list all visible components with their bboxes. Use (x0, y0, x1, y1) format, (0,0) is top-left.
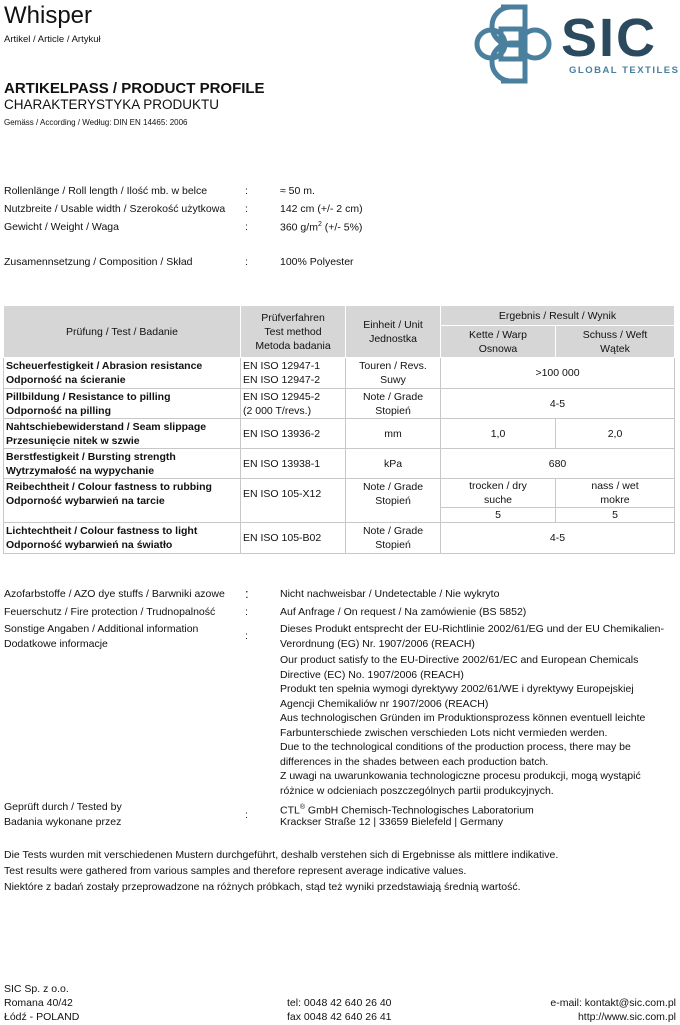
tested-address: Krackser Straße 12 | 33659 Bielefeld | G… (280, 816, 504, 828)
cell-test: Lichtechtheit / Colour fastness to light… (3, 522, 241, 554)
sic-logo: SIC GLOBAL TEXTILES (473, 3, 678, 85)
table-row: Pillbildung / Resistance to pilling Odpo… (3, 388, 676, 419)
table-row: Scheuerfestigkeit / Abrasion resistance … (3, 357, 676, 389)
cell-method: EN ISO 13938-1 (240, 448, 346, 479)
cell-warp: 1,0 (440, 418, 556, 449)
colon: : (245, 221, 248, 233)
colon: : (245, 630, 248, 642)
table-row: Nahtschiebewiderstand / Seam slippage Pr… (3, 418, 676, 449)
table-row: Reibechtheit / Colour fastness to rubbin… (3, 478, 676, 523)
azo-label: Azofarbstoffe / AZO dye stuffs / Barwnik… (4, 588, 225, 600)
cell-method: EN ISO 12947-1 EN ISO 12947-2 (240, 357, 346, 389)
colon: : (245, 606, 248, 618)
cell-test: Nahtschiebewiderstand / Seam slippage Pr… (3, 418, 241, 449)
logo-mark-icon (474, 4, 552, 84)
azo-value: Nicht nachweisbar / Undetectable / Nie w… (280, 588, 500, 600)
colon: : (245, 809, 248, 821)
tested-label: Geprüft durch / Tested by Badania wykona… (4, 801, 122, 828)
cell-method: EN ISO 12945-2 (2 000 T/revs.) (240, 388, 346, 419)
cell-wet-label: nass / wet mokre (554, 478, 676, 508)
cell-result: 4-5 (439, 522, 676, 554)
product-name: Whisper (4, 2, 93, 29)
cell-test: Scheuerfestigkeit / Abrasion resistance … (3, 357, 241, 389)
spec-label: Nutzbreite / Usable width / Szerokość uż… (4, 203, 226, 215)
cell-test: Berstfestigkeit / Bursting strength Wytr… (3, 448, 241, 479)
cell-result: 680 (439, 448, 676, 479)
colon: : (245, 185, 248, 197)
spec-value: 100% Polyester (280, 256, 354, 268)
fire-label: Feuerschutz / Fire protection / Trudnopa… (4, 606, 216, 618)
header-unit: Einheit / Unit Jednostka (345, 305, 441, 358)
info-text: Our product satisfy to the EU-Directive … (280, 654, 639, 681)
colon: : (245, 203, 248, 215)
info-text: Produkt ten spełnia wymogi dyrektywy 200… (280, 683, 634, 710)
spec-label: Zusamennsetzung / Composition / Skład (4, 256, 193, 268)
footer-company: SIC Sp. z o.o. (4, 983, 69, 995)
footer-city: Łódź - POLAND (4, 1011, 80, 1023)
article-label: Artikel / Article / Artykuł (4, 34, 101, 45)
header-weft: Schuss / Weft Wątek (554, 325, 676, 358)
spec-label: Rollenlänge / Roll length / Ilość mb. w … (4, 185, 208, 197)
cell-dry: 5 (440, 507, 556, 523)
cell-result: >100 000 (439, 357, 676, 389)
info-text: Dieses Produkt entsprecht der EU-Richtli… (280, 623, 665, 650)
logo-tagline: GLOBAL TEXTILES (569, 65, 680, 76)
cell-dry-label: trocken / dry suche (440, 478, 556, 508)
cell-method: EN ISO 105-B02 (240, 522, 346, 554)
spec-value: 360 g/m2 (+/- 5%) (280, 221, 363, 234)
cell-unit: mm (345, 418, 441, 449)
header-result: Ergebnis / Result / Wynik (439, 305, 676, 326)
cell-method: EN ISO 105-X12 (240, 478, 346, 523)
footer-email[interactable]: e-mail: kontakt@sic.com.pl (550, 997, 676, 1009)
table-row: Berstfestigkeit / Bursting strength Wytr… (3, 448, 676, 479)
colon: : (245, 586, 249, 601)
logo-text: SIC (561, 8, 658, 68)
spec-label: Gewicht / Weight / Waga (4, 221, 119, 233)
footer-tel: tel: 0048 42 640 26 40 (287, 997, 392, 1009)
cell-method: EN ISO 13936-2 (240, 418, 346, 449)
cell-unit: Note / Grade Stopień (345, 522, 441, 554)
other-label: Sonstige Angaben / Additional informatio… (4, 623, 199, 650)
spec-value: 142 cm (+/- 2 cm) (280, 203, 363, 215)
cell-unit: Touren / Revs. Suwy (345, 357, 441, 389)
cell-unit: Note / Grade Stopień (345, 478, 441, 523)
note: Die Tests wurden mit verschiedenen Muste… (4, 849, 559, 861)
header-warp: Kette / Warp Osnowa (440, 325, 556, 358)
spec-value: ≈ 50 m. (280, 185, 315, 197)
according-standard: Gemäss / According / Według: DIN EN 1446… (4, 118, 188, 127)
fire-value: Auf Anfrage / On request / Na zamówienie… (280, 606, 527, 618)
header-method: Prüfverfahren Test method Metoda badania (240, 305, 346, 358)
profile-title: ARTIKELPASS / PRODUCT PROFILE (4, 80, 265, 97)
info-text: Aus technologischen Gründen im Produktio… (280, 712, 646, 739)
profile-subtitle: CHARAKTERYSTYKA PRODUKTU (4, 97, 220, 112)
cell-test: Reibechtheit / Colour fastness to rubbin… (3, 478, 241, 523)
note: Niektóre z badań zostały przeprowadzone … (4, 881, 521, 893)
table-row: Lichtechtheit / Colour fastness to light… (3, 522, 676, 554)
colon: : (245, 256, 248, 268)
cell-unit: kPa (345, 448, 441, 479)
test-results-table: Prüfung / Test / Badanie Prüfverfahren T… (3, 305, 676, 554)
header-test: Prüfung / Test / Badanie (3, 305, 241, 358)
cell-wet: 5 (554, 507, 676, 523)
note: Test results were gathered from various … (4, 865, 467, 877)
cell-test: Pillbildung / Resistance to pilling Odpo… (3, 388, 241, 419)
footer-fax: fax 0048 42 640 26 41 (287, 1011, 392, 1023)
footer-street: Romana 40/42 (4, 997, 73, 1009)
cell-unit: Note / Grade Stopień (345, 388, 441, 419)
tested-value: CTL® GmbH Chemisch-Technologisches Labor… (280, 804, 534, 817)
cell-result: 4-5 (439, 388, 676, 419)
cell-weft: 2,0 (554, 418, 676, 449)
info-text: Z uwagi na uwarunkowania technologiczne … (280, 770, 641, 797)
footer-website[interactable]: http://www.sic.com.pl (577, 1011, 676, 1023)
info-text: Due to the technological conditions of t… (280, 741, 631, 768)
